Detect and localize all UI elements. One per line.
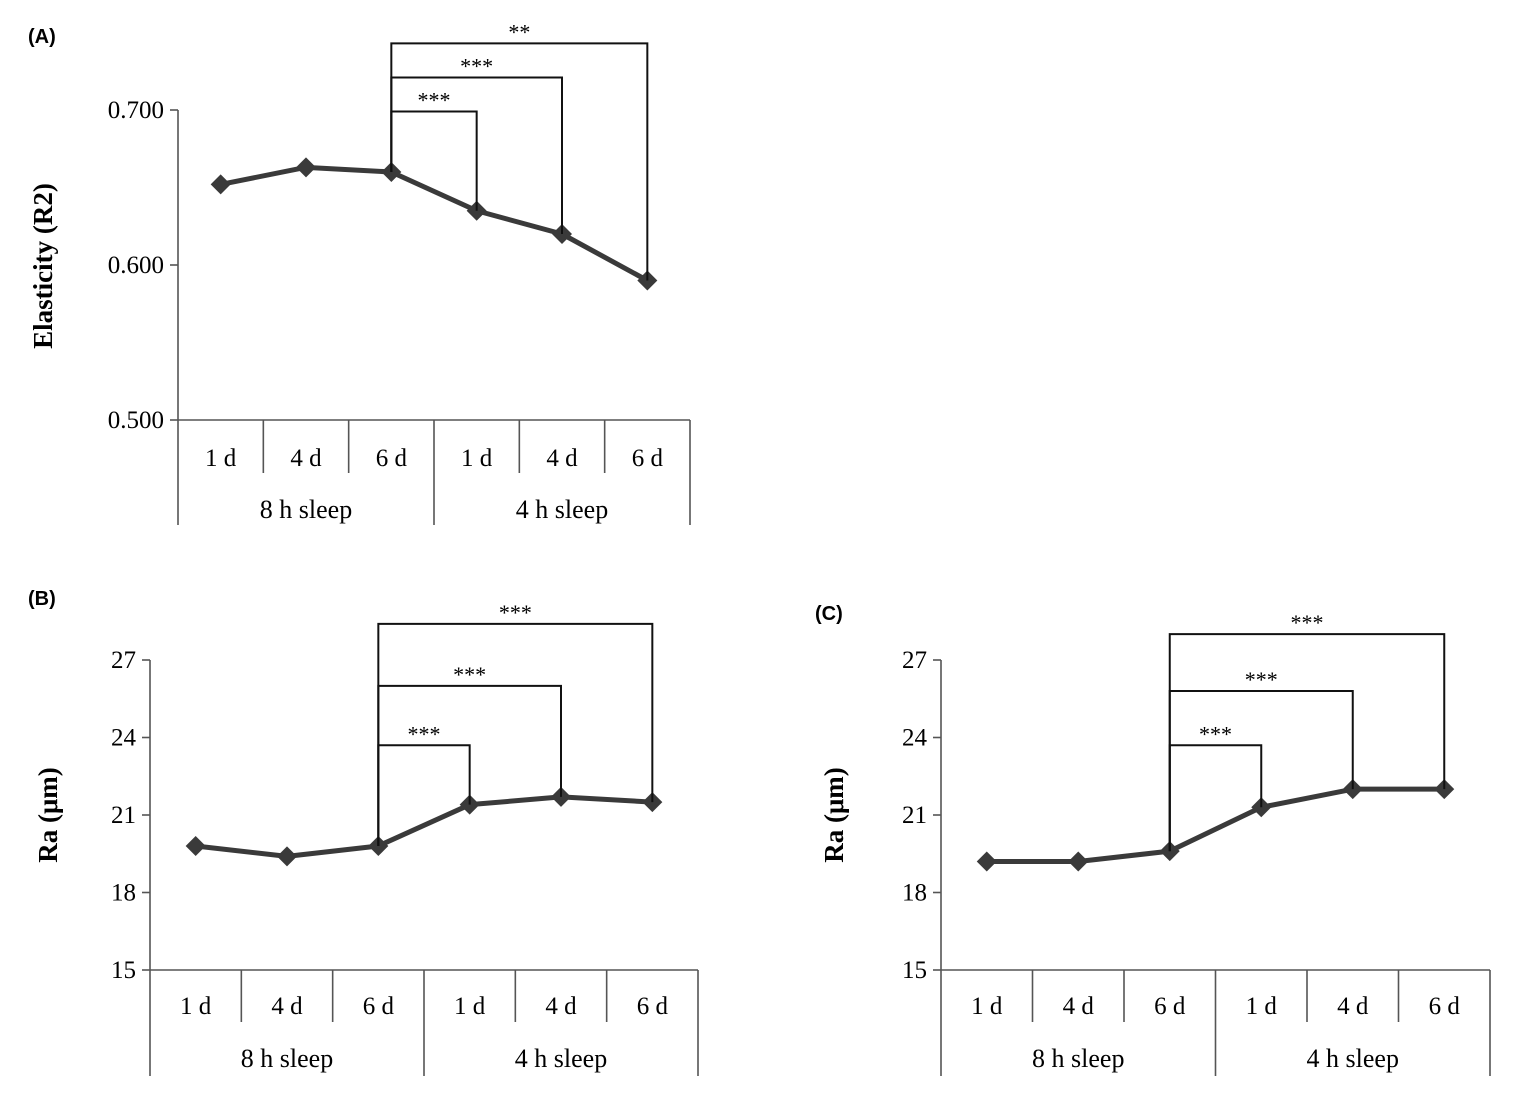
x-tick-label: 4 d [1337,993,1369,1020]
significance-label: ** [508,19,530,44]
x-tick-label: 6 d [1429,993,1461,1020]
y-tick-label: 27 [902,647,927,674]
significance-label: *** [499,600,532,625]
significance-label: *** [1291,610,1324,635]
group-label: 8 h sleep [1032,1044,1124,1073]
data-point [210,174,231,195]
y-tick-label: 0.600 [108,252,164,279]
y-tick-label: 15 [902,957,927,984]
significance-label: *** [460,53,493,78]
x-tick-label: 4 d [290,445,322,472]
x-tick-label: 4 d [546,445,578,472]
series-line [193,794,655,859]
group-label: 4 h sleep [1307,1044,1399,1073]
x-tick-label: 6 d [1154,993,1186,1020]
y-tick-label: 18 [902,880,927,907]
data-point [976,851,997,872]
x-tick-label: 1 d [461,445,493,472]
significance-bracket [377,622,654,846]
x-tick-label: 1 d [1246,993,1278,1020]
y-tick-label: 21 [111,802,136,829]
significance-label: *** [453,662,486,687]
group-label: 8 h sleep [241,1044,333,1073]
series-line [984,786,1447,864]
y-tick-label: 24 [111,725,137,752]
x-tick-label: 1 d [971,993,1003,1020]
panel-label: (C) [815,603,843,625]
significance-bracket [390,110,478,211]
y-tick-label: 15 [111,957,136,984]
group-label: 8 h sleep [260,495,352,524]
y-tick-label: 0.700 [108,97,164,124]
y-tick-label: 18 [111,880,136,907]
x-tick-label: 4 d [1063,993,1095,1020]
x-tick-label: 6 d [632,445,664,472]
significance-bracket [1168,744,1263,852]
significance-label: *** [418,88,451,113]
x-tick-label: 4 d [271,993,303,1020]
significance-label: *** [408,721,441,746]
x-tick-label: 1 d [180,993,212,1020]
x-tick-label: 1 d [454,993,486,1020]
significance-label: *** [1245,667,1278,692]
panel-label: (A) [28,26,56,48]
y-tick-label: 24 [902,725,928,752]
data-point [185,836,206,856]
significance-bracket [377,744,471,846]
x-tick-label: 6 d [363,993,395,1020]
panel-label: (B) [28,588,56,610]
significance-label: *** [1199,721,1232,746]
panel-b: (B) Ra (μm) 15 18 21 24 27 1 d 4 d 6 d 1 d 4 d 6 d 8 … [28,588,699,1076]
y-tick-label: 21 [902,802,927,829]
data-point [277,846,297,867]
x-tick-label: 6 d [376,445,408,472]
group-label: 4 h sleep [516,495,608,524]
data-point [296,157,316,178]
series-line [218,164,650,283]
group-label: 4 h sleep [515,1044,607,1073]
data-point [1068,851,1089,872]
y-axis-label: Ra (μm) [819,767,849,863]
panel-c: (C) Ra (μm) 15 18 21 24 27 1 d 4 d 6 d 1 d 4 d 6 d 8 … [815,603,1491,1076]
x-tick-label: 6 d [637,993,669,1020]
significance-bracket [390,42,649,281]
y-axis-label: Elasticity (R2) [28,183,58,349]
y-tick-label: 27 [111,647,136,674]
panel-a: (A) Elasticity (R2) 0.500 0.600 0.700 1 d 4 d 6… [28,19,691,525]
x-tick-label: 4 d [545,993,577,1020]
y-tick-label: 0.500 [108,407,164,434]
x-tick-label: 1 d [205,445,237,472]
significance-bracket [1168,633,1446,852]
y-axis-label: Ra (μm) [33,767,63,863]
